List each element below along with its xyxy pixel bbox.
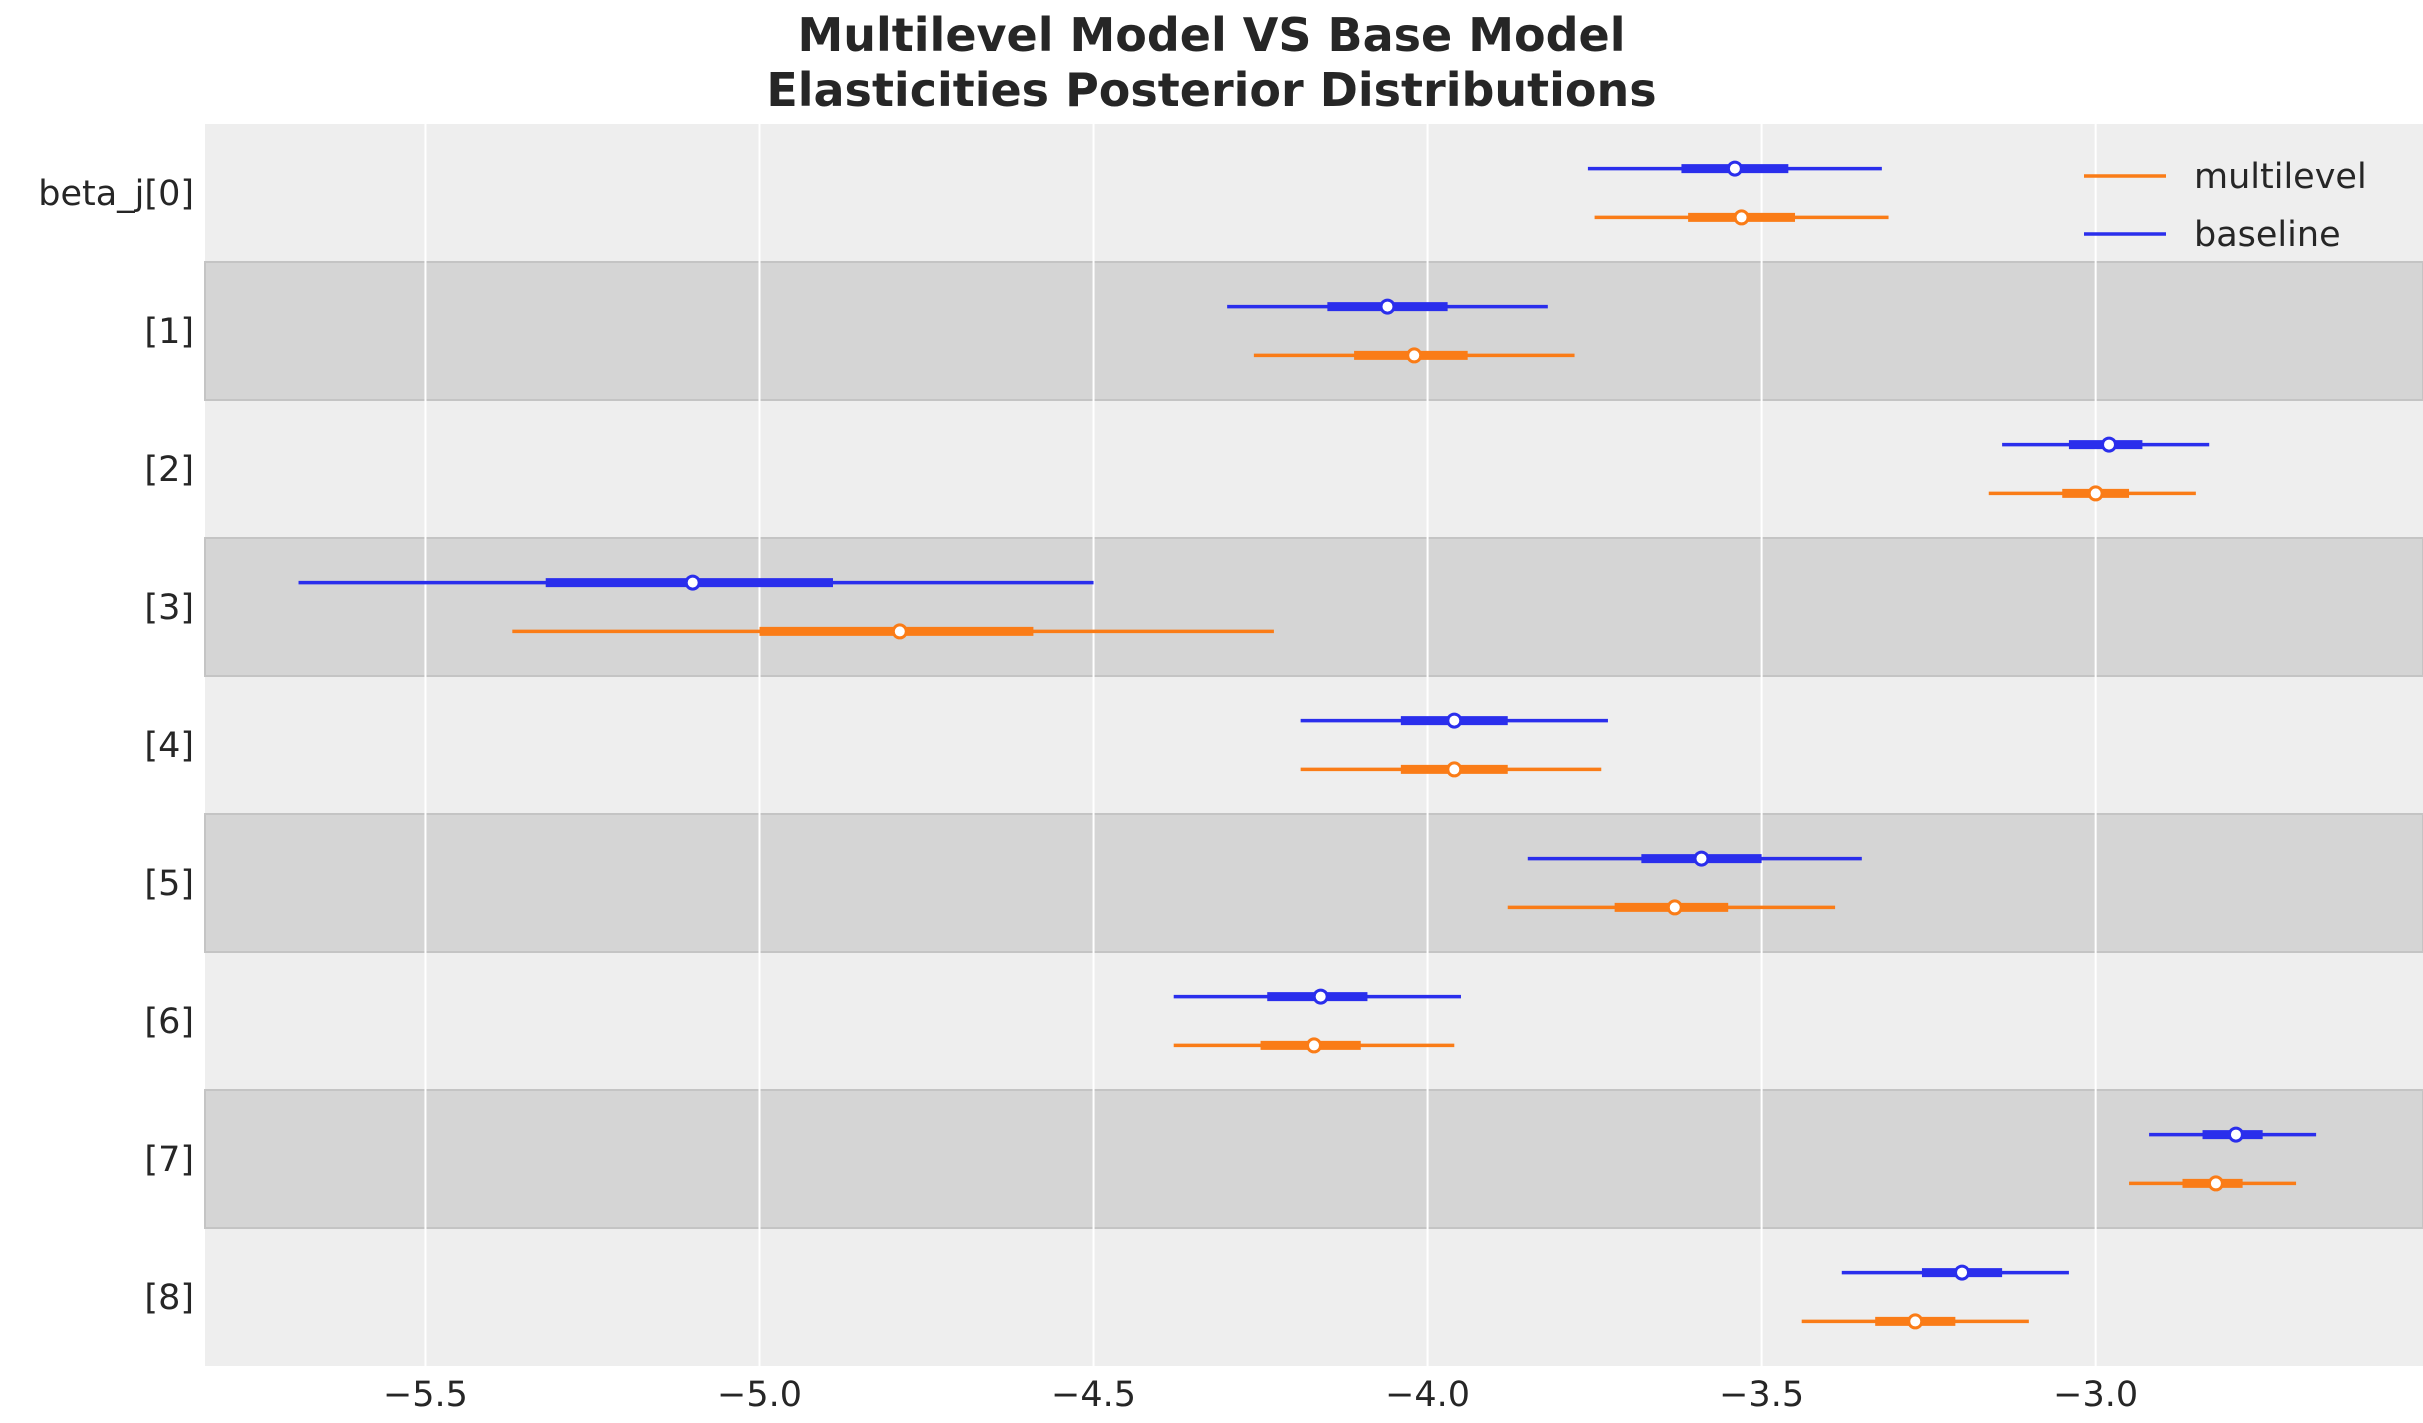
y-tick-label-6: [6]: [144, 1002, 194, 1042]
multilevel-mean-1: [1406, 347, 1423, 364]
x-tick-label-3: −4.0: [1385, 1375, 1470, 1415]
chart-title-line-1: Multilevel Model VS Base Model: [797, 8, 1626, 62]
baseline-mean-3: [684, 574, 701, 591]
baseline-mean-5: [1693, 850, 1710, 867]
x-tick-label-1: −5.0: [717, 1375, 802, 1415]
baseline-mean-2: [2101, 436, 2118, 453]
multilevel-mean-3: [891, 623, 908, 640]
baseline-mean-6: [1312, 988, 1329, 1005]
multilevel-mean-7: [2207, 1175, 2224, 1192]
multilevel-mean-8: [1907, 1313, 1924, 1330]
baseline-mean-7: [2227, 1126, 2244, 1143]
multilevel-mean-6: [1306, 1037, 1322, 1054]
y-tick-label-3: [3]: [144, 588, 194, 628]
multilevel-mean-2: [2087, 485, 2104, 502]
row-band-1: [204, 261, 2423, 401]
y-tick-label-0: beta_j[0]: [38, 174, 194, 214]
legend-label-baseline: baseline: [2194, 215, 2341, 255]
legend-label-multilevel: multilevel: [2194, 157, 2367, 197]
x-tick-label-2: −4.5: [1051, 1375, 1136, 1415]
multilevel-mean-4: [1446, 761, 1463, 778]
y-tick-label-5: [5]: [144, 864, 194, 904]
multilevel-mean-5: [1666, 899, 1683, 916]
x-tick-label-0: −5.5: [383, 1375, 468, 1415]
row-band-5: [204, 813, 2423, 953]
chart-title: Multilevel Model VS Base Model Elasticit…: [0, 8, 2423, 118]
x-tick-label-4: −3.5: [1719, 1375, 1804, 1415]
baseline-mean-0: [1726, 160, 1743, 177]
baseline-mean-8: [1954, 1264, 1971, 1281]
row-band-7: [204, 1089, 2423, 1229]
multilevel-mean-0: [1733, 209, 1750, 226]
y-tick-label-4: [4]: [144, 726, 194, 766]
baseline-mean-4: [1446, 712, 1463, 729]
x-tick-label-5: −3.0: [2053, 1375, 2138, 1415]
chart-title-line-2: Elasticities Posterior Distributions: [766, 63, 1657, 117]
baseline-mean-1: [1379, 298, 1396, 315]
y-tick-label-1: [1]: [144, 312, 194, 352]
row-band-3: [204, 537, 2423, 677]
y-tick-label-8: [8]: [144, 1278, 194, 1318]
y-tick-label-2: [2]: [144, 450, 194, 490]
y-tick-label-7: [7]: [144, 1140, 194, 1180]
